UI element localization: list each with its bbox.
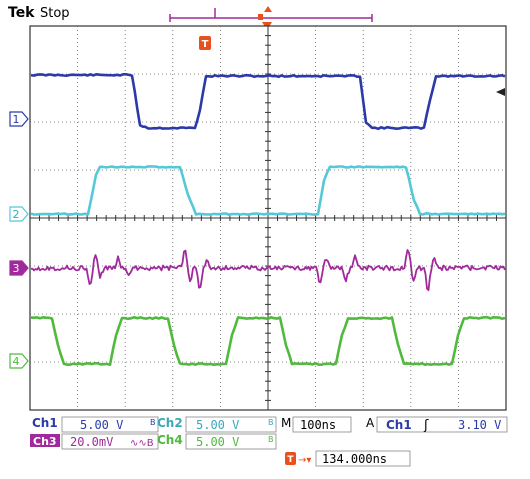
ch2-waveform xyxy=(30,165,506,216)
ch1-label: Ch1 xyxy=(32,416,58,430)
svg-text:4: 4 xyxy=(13,355,20,368)
trigger-level-arrow-icon xyxy=(496,88,505,96)
trigger-position-arrow: →▾ xyxy=(298,455,311,466)
ch1-scale-value: 5.00 V xyxy=(80,418,123,432)
ch2-label: Ch2 xyxy=(157,416,183,430)
timebase-label: M xyxy=(281,416,291,430)
svg-text:3: 3 xyxy=(13,262,20,275)
trigger-position-readout: T →▾ 134.000ns xyxy=(285,450,411,467)
graticule xyxy=(29,25,507,411)
ch3-marker: 3 xyxy=(9,260,29,276)
svg-text:1: 1 xyxy=(13,113,20,126)
run-state-label: Stop xyxy=(40,6,70,21)
ch3-waveform xyxy=(30,249,506,292)
trigger-slope-icon: ʃ xyxy=(423,418,429,433)
timebase-value: 100ns xyxy=(300,418,336,432)
ch2-bw-icon: B xyxy=(268,418,274,427)
trigger-mode-label: A xyxy=(366,416,375,430)
svg-text:T: T xyxy=(287,455,294,465)
ch1-bw-icon: B xyxy=(150,418,156,427)
readout-row-2: Ch3 20.0mV ∿∿B Ch4 5.00 V B xyxy=(30,433,277,450)
record-position-bar-icon xyxy=(169,6,373,22)
ch3-bw-icon: ∿∿B xyxy=(130,438,154,449)
ch4-waveform xyxy=(30,315,506,367)
ch1-marker: 1 xyxy=(9,111,29,127)
trigger-t-icon: T xyxy=(199,36,211,50)
svg-text:T: T xyxy=(202,39,209,50)
ch3-scale-value: 20.0mV xyxy=(70,435,113,449)
trigger-source-value: Ch1 xyxy=(386,418,412,432)
ch2-marker: 2 xyxy=(9,206,29,222)
brand-label: Tek xyxy=(8,5,35,21)
svg-text:2: 2 xyxy=(13,208,20,221)
ch4-label: Ch4 xyxy=(157,433,183,447)
ch3-label: Ch3 xyxy=(33,435,57,448)
ch4-bw-icon: B xyxy=(268,435,274,444)
ch2-scale-value: 5.00 V xyxy=(196,418,239,432)
ch4-scale-value: 5.00 V xyxy=(196,435,239,449)
ch4-marker: 4 xyxy=(9,353,29,369)
trigger-position-value: 134.000ns xyxy=(322,452,387,466)
ch1-waveform xyxy=(30,73,506,131)
trigger-level-value: 3.10 V xyxy=(458,418,501,432)
readout-row-1: Ch1 5.00 V B Ch2 5.00 V B M 100ns A Ch1 … xyxy=(32,416,508,433)
